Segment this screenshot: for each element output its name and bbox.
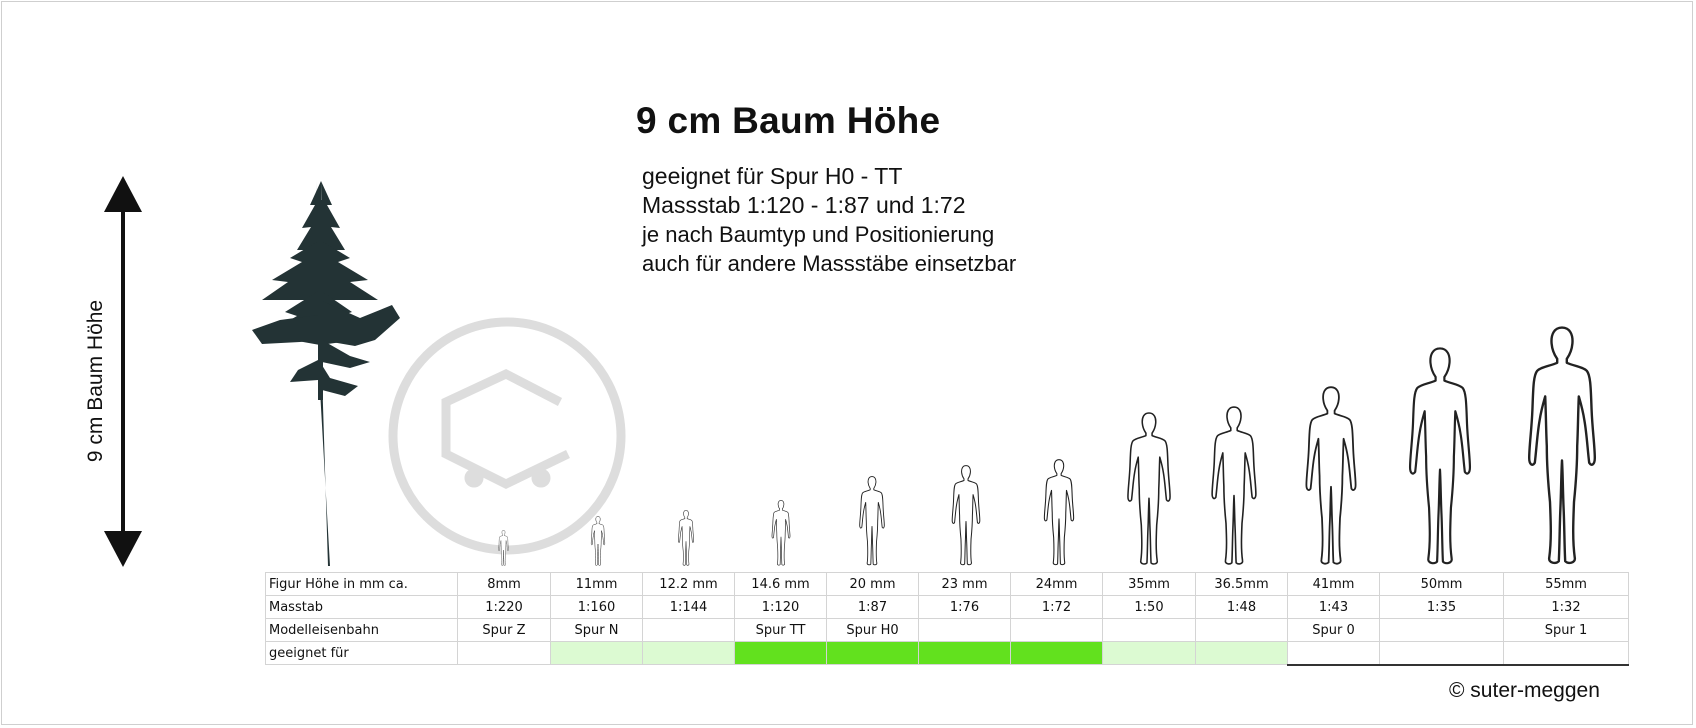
table-cell: 1:32 [1503, 595, 1629, 619]
table-cell: 1:120 [734, 595, 827, 619]
subtitle-line: auch für andere Massstäbe einsetzbar [642, 251, 1017, 276]
table-cell: 24mm [1010, 572, 1103, 596]
table-cell: 55mm [1503, 572, 1629, 596]
human-figure-icon [1127, 412, 1171, 565]
table-cell [1010, 618, 1103, 642]
subtitle-line: Massstab 1:120 - 1:87 und 1:72 [642, 192, 966, 218]
human-figure-icon [771, 500, 791, 566]
table-cell: 11mm [550, 572, 643, 596]
table-cell: 1:72 [1010, 595, 1103, 619]
fit-cell [457, 641, 551, 665]
human-figure-icon [1043, 459, 1075, 566]
row-header: Figur Höhe in mm ca. [265, 572, 458, 596]
table-cell: 1:43 [1287, 595, 1380, 619]
table-cell: 1:87 [826, 595, 919, 619]
table-cell [1102, 618, 1196, 642]
logo-watermark [388, 317, 626, 555]
table-row: geeignet für [265, 641, 1629, 666]
table-row: Masstab 1:220 1:160 1:144 1:120 1:87 1:7… [265, 595, 1629, 619]
table-cell: 12.2 mm [642, 572, 735, 596]
page-title: 9 cm Baum Höhe [636, 100, 941, 141]
table-cell: 8mm [457, 572, 551, 596]
table-cell: 35mm [1102, 572, 1196, 596]
fit-cell [734, 641, 827, 665]
subtitle-line: geeignet für Spur H0 - TT [642, 163, 903, 189]
human-figure-icon [1305, 386, 1357, 565]
table-cell: 50mm [1379, 572, 1504, 596]
table-cell: 1:35 [1379, 595, 1504, 619]
table-cell: Spur N [550, 618, 643, 642]
fit-cell [1010, 641, 1103, 665]
fit-cell [550, 641, 643, 665]
table-cell [642, 618, 735, 642]
row-header: geeignet für [265, 641, 458, 665]
table-cell: 1:76 [918, 595, 1011, 619]
subtitle-line: je nach Baumtyp und Positionierung [642, 222, 995, 247]
scale-table: Figur Höhe in mm ca. 8mm 11mm 12.2 mm 14… [265, 572, 1629, 666]
table-cell: 14.6 mm [734, 572, 827, 596]
table-cell [1195, 618, 1288, 642]
human-figure-icon [859, 476, 885, 566]
table-cell: Spur 0 [1287, 618, 1380, 642]
row-header: Masstab [265, 595, 458, 619]
table-cell: Spur 1 [1503, 618, 1629, 642]
table-cell: 23 mm [918, 572, 1011, 596]
table-cell: 1:160 [550, 595, 643, 619]
table-row: Figur Höhe in mm ca. 8mm 11mm 12.2 mm 14… [265, 572, 1629, 596]
height-label: 9 cm Baum Höhe [84, 299, 107, 463]
table-row: Modelleisenbahn Spur Z Spur N Spur TT Sp… [265, 618, 1629, 642]
fit-cell [1195, 641, 1288, 665]
human-figure-icon [951, 465, 981, 566]
table-cell: 20 mm [826, 572, 919, 596]
fit-cell [1287, 641, 1380, 666]
fit-cell [826, 641, 919, 665]
fit-cell [1379, 641, 1504, 666]
copyright: © suter-meggen [1449, 679, 1600, 702]
table-cell: Spur H0 [826, 618, 919, 642]
table-cell: 1:48 [1195, 595, 1288, 619]
pine-tree-icon [252, 181, 400, 566]
fit-cell [1503, 641, 1629, 666]
table-cell: 36.5mm [1195, 572, 1288, 596]
table-cell: 41mm [1287, 572, 1380, 596]
human-figure-icon [678, 510, 694, 566]
table-cell [1379, 618, 1504, 642]
fit-cell [918, 641, 1011, 665]
table-cell: 1:50 [1102, 595, 1196, 619]
table-cell: 1:144 [642, 595, 735, 619]
human-figure-icon [1211, 406, 1257, 565]
table-cell: Spur Z [457, 618, 551, 642]
fit-cell [1102, 641, 1196, 665]
human-figure-icon [1408, 347, 1472, 565]
table-cell [918, 618, 1011, 642]
human-figure-icon [1527, 326, 1597, 565]
table-cell: 1:220 [457, 595, 551, 619]
table-cell: Spur TT [734, 618, 827, 642]
human-figure-icon [590, 516, 606, 566]
figures-row [498, 326, 1597, 566]
double-arrow-icon [104, 176, 142, 567]
row-header: Modelleisenbahn [265, 618, 458, 642]
fit-cell [642, 641, 735, 665]
